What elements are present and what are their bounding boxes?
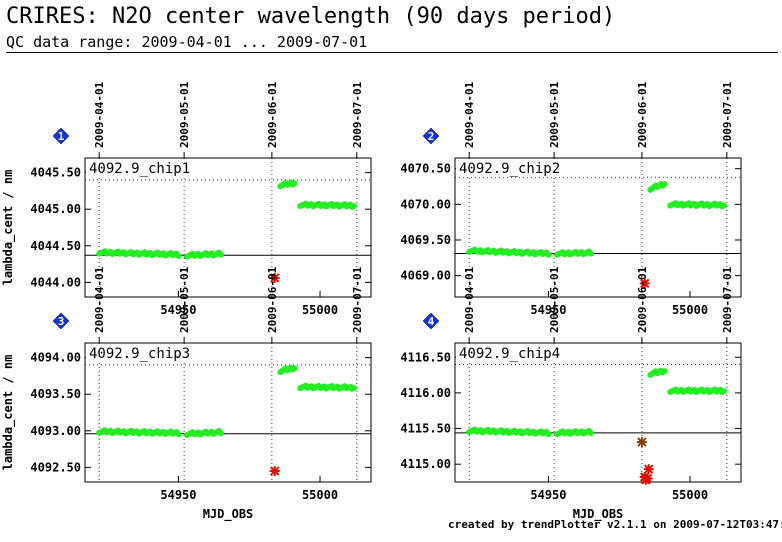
panel-3-date-label: 2009-07-01 bbox=[351, 266, 364, 333]
panel-1-outlier-point bbox=[269, 272, 280, 283]
panel-4-y-tick-label: 4115.00 bbox=[400, 457, 451, 471]
panel-2-y-tick-label: 4069.50 bbox=[400, 233, 451, 247]
panel-1-data-point bbox=[217, 251, 224, 258]
panel-2-y-tick-label: 4070.50 bbox=[400, 162, 451, 176]
panel-1-title-bg bbox=[86, 159, 230, 177]
panel-3-y-tick-label: 4093.50 bbox=[30, 387, 81, 401]
panel-4-y-tick-label: 4115.50 bbox=[400, 422, 451, 436]
panel-2-title-bg bbox=[456, 159, 600, 177]
panel-2-date-label: 2009-06-01 bbox=[636, 81, 649, 148]
panel-4-y-tick-label: 4116.50 bbox=[400, 350, 451, 364]
panel-1-badge-number: 1 bbox=[58, 130, 65, 143]
panel-3-y-tick-label: 4092.50 bbox=[30, 460, 81, 474]
panel-4-badge-number: 4 bbox=[428, 315, 435, 328]
panel-4-y-tick-label: 4116.00 bbox=[400, 386, 451, 400]
panel-4-data-point bbox=[587, 429, 594, 436]
panel-2-x-tick-label: 55000 bbox=[672, 303, 708, 317]
panel-3-y-tick-label: 4094.00 bbox=[30, 351, 81, 365]
panel-1-y-tick-label: 4044.50 bbox=[30, 239, 81, 253]
page-subtitle: QC data range: 2009-04-01 ... 2009-07-01 bbox=[6, 33, 368, 51]
panel-2-frame bbox=[454, 157, 742, 298]
panel-2-title: 4092.9_chip2 bbox=[459, 161, 560, 177]
panel-1-x-tick-label: 54950 bbox=[160, 303, 196, 317]
panel-4-outlier-point bbox=[636, 437, 647, 448]
page-title: CRIRES: N2O center wavelength (90 days p… bbox=[6, 4, 616, 29]
panel-4-date-label: 2009-05-01 bbox=[548, 266, 561, 333]
footer-credit: created by trendPlotter v2.1.1 on 2009-0… bbox=[448, 518, 782, 531]
panel-4-x-axis-label: MJD_OBS bbox=[573, 507, 624, 522]
panel-1-date-label: 2009-07-01 bbox=[351, 81, 364, 148]
panel-3-x-tick-label: 54950 bbox=[160, 488, 196, 502]
panel-2-data-point bbox=[545, 251, 552, 258]
panel-3-title: 4092.9_chip3 bbox=[89, 346, 190, 362]
panel-1-data-point bbox=[175, 252, 182, 259]
panel-1-y-tick-label: 4044.00 bbox=[30, 275, 81, 289]
panel-4-title-bg bbox=[456, 344, 600, 362]
panel-3-frame bbox=[84, 342, 372, 483]
panel-4-date-label: 2009-06-01 bbox=[636, 266, 649, 333]
panel-1-y-axis-label: lambda_cent / nm bbox=[1, 170, 16, 286]
panel-2-badge-number: 2 bbox=[428, 130, 435, 143]
panel-1-y-tick-label: 4045.50 bbox=[30, 166, 81, 180]
panel-3-data-point bbox=[351, 385, 358, 392]
panel-1-frame bbox=[84, 157, 372, 298]
panel-3-badge-icon bbox=[52, 312, 70, 330]
panel-1-data-point bbox=[291, 180, 298, 187]
panel-3-data-point bbox=[291, 365, 298, 372]
panel-3-data-point bbox=[175, 431, 182, 438]
panel-2-date-label: 2009-07-01 bbox=[721, 81, 734, 148]
panel-4-badge-icon bbox=[422, 312, 440, 330]
panel-4-outlier-point bbox=[643, 464, 654, 475]
panel-1-y-tick-label: 4045.00 bbox=[30, 202, 81, 216]
panel-1-date-label: 2009-05-01 bbox=[178, 81, 191, 148]
panel-4-x-tick-label: 54950 bbox=[530, 488, 566, 502]
panel-2-data-point bbox=[587, 250, 594, 257]
panel-2-x-tick-label: 54950 bbox=[530, 303, 566, 317]
panel-3-y-axis-label: lambda_cent / nm bbox=[1, 355, 16, 471]
panel-4-date-label: 2009-07-01 bbox=[721, 266, 734, 333]
panel-1-data-point bbox=[351, 202, 358, 209]
panel-2-data-point bbox=[721, 202, 728, 209]
panel-3-data-point bbox=[217, 430, 224, 437]
panel-4-data-point bbox=[545, 431, 552, 438]
panel-1-x-tick-label: 55000 bbox=[302, 303, 338, 317]
panel-3-date-label: 2009-06-01 bbox=[266, 266, 279, 333]
panel-4-outlier-point bbox=[642, 473, 653, 484]
panel-2-badge-icon bbox=[422, 127, 440, 145]
panel-4-date-label: 2009-04-01 bbox=[463, 266, 476, 333]
panel-4-data-point bbox=[721, 388, 728, 395]
panel-3-date-label: 2009-04-01 bbox=[93, 266, 106, 333]
panel-3-y-tick-label: 4093.00 bbox=[30, 424, 81, 438]
panel-3-outlier-point bbox=[269, 466, 280, 477]
panel-1-title: 4092.9_chip1 bbox=[89, 161, 190, 177]
panel-2-y-tick-label: 4070.00 bbox=[400, 197, 451, 211]
panel-4-title: 4092.9_chip4 bbox=[459, 346, 560, 362]
panel-3-title-bg bbox=[86, 344, 230, 362]
panel-2-y-tick-label: 4069.00 bbox=[400, 269, 451, 283]
header-separator bbox=[6, 52, 778, 53]
panel-4-x-tick-label: 55000 bbox=[672, 488, 708, 502]
panel-1-date-label: 2009-06-01 bbox=[266, 81, 279, 148]
panel-2-date-label: 2009-04-01 bbox=[463, 81, 476, 148]
panel-3-x-axis-label: MJD_OBS bbox=[203, 507, 254, 522]
panel-3-badge-number: 3 bbox=[58, 315, 65, 328]
panel-4-frame bbox=[454, 342, 742, 483]
panel-2-date-label: 2009-05-01 bbox=[548, 81, 561, 148]
panel-1-date-label: 2009-04-01 bbox=[93, 81, 106, 148]
panel-3-date-label: 2009-05-01 bbox=[178, 266, 191, 333]
panel-4-data-point bbox=[661, 368, 668, 375]
panel-1-badge-icon bbox=[52, 127, 70, 145]
panel-2-data-point bbox=[661, 181, 668, 188]
panel-2-outlier-point bbox=[639, 278, 650, 289]
panel-3-x-tick-label: 55000 bbox=[302, 488, 338, 502]
